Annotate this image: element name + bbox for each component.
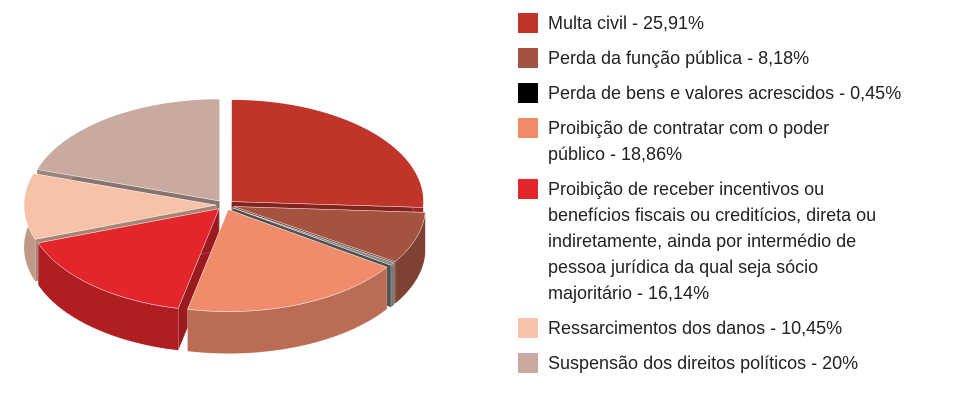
legend-label: Suspensão dos direitos políticos - 20% bbox=[548, 353, 859, 373]
legend-swatch bbox=[518, 179, 538, 199]
legend-label: Multa civil - 25,91% bbox=[548, 13, 705, 33]
legend-item: Proibição de contratar com o poder públi… bbox=[518, 115, 968, 167]
legend: Multa civil - 25,91% Perda da função públ… bbox=[518, 10, 968, 385]
legend-label: Proibição de receber incentivos ou benef… bbox=[548, 179, 877, 303]
slice bbox=[37, 208, 220, 309]
legend-label: Perda da função pública - 8,18% bbox=[548, 48, 810, 68]
slice bbox=[36, 98, 220, 202]
legend-swatch bbox=[518, 83, 538, 103]
legend-swatch bbox=[518, 318, 538, 338]
legend-item: Ressarcimentos dos danos - 10,45% bbox=[518, 315, 968, 341]
legend-item: Multa civil - 25,91% bbox=[518, 10, 968, 36]
legend-label: Perda de bens e valores acrescidos - 0,4… bbox=[548, 83, 902, 103]
legend-label: Proibição de contratar com o poder públi… bbox=[548, 118, 830, 164]
slice bbox=[232, 207, 395, 266]
legend-item: Suspensão dos direitos políticos - 20% bbox=[518, 350, 968, 376]
slice bbox=[187, 209, 388, 354]
slice bbox=[233, 206, 426, 262]
legend-item: Proibição de receber incentivos ou benef… bbox=[518, 176, 968, 306]
slice bbox=[187, 209, 388, 312]
legend-swatch bbox=[518, 13, 538, 33]
legend-label: Ressarcimentos dos danos - 10,45% bbox=[548, 318, 843, 338]
legend-swatch bbox=[518, 48, 538, 68]
chart bbox=[23, 98, 426, 354]
legend-item: Perda da função pública - 8,18% bbox=[518, 45, 968, 71]
legend-item: Perda de bens e valores acrescidos - 0,4… bbox=[518, 80, 968, 106]
slice bbox=[231, 99, 424, 208]
slice bbox=[23, 173, 217, 240]
legend-swatch bbox=[518, 353, 538, 373]
slice-side bbox=[390, 262, 395, 308]
legend-swatch bbox=[518, 118, 538, 138]
